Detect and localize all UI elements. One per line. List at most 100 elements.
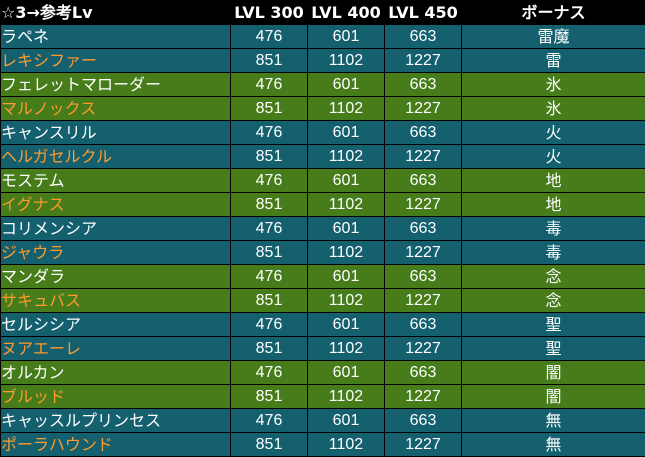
cell-bonus: 毒 — [462, 217, 645, 241]
table-title: ☆3→参考Lv — [1, 1, 231, 25]
cell-lv450: 663 — [385, 25, 462, 49]
cell-lv400: 601 — [308, 313, 385, 337]
cell-lv300: 851 — [231, 145, 308, 169]
cell-lv300: 476 — [231, 73, 308, 97]
cell-name: モステム — [1, 169, 231, 193]
cell-name: フェレットマローダー — [1, 73, 231, 97]
cell-name: サキュバス — [1, 289, 231, 313]
cell-lv450: 663 — [385, 313, 462, 337]
cell-lv450: 663 — [385, 121, 462, 145]
cell-lv450: 1227 — [385, 145, 462, 169]
cell-lv400: 601 — [308, 121, 385, 145]
cell-name: キャンスリル — [1, 121, 231, 145]
cell-bonus: 火 — [462, 121, 645, 145]
cell-bonus: 念 — [462, 265, 645, 289]
cell-bonus: 雷魔 — [462, 25, 645, 49]
cell-name: ポーラハウンド — [1, 433, 231, 457]
cell-lv450: 663 — [385, 217, 462, 241]
cell-lv400: 1102 — [308, 49, 385, 73]
cell-bonus: 毒 — [462, 241, 645, 265]
cell-lv300: 476 — [231, 313, 308, 337]
cell-lv300: 851 — [231, 241, 308, 265]
cell-lv450: 1227 — [385, 385, 462, 409]
cell-bonus: 氷 — [462, 97, 645, 121]
column-header-lv400: LVL 400 — [308, 1, 385, 25]
cell-lv450: 1227 — [385, 97, 462, 121]
cell-name: ヌアエーレ — [1, 337, 231, 361]
cell-lv300: 476 — [231, 217, 308, 241]
cell-lv450: 663 — [385, 409, 462, 433]
cell-lv400: 1102 — [308, 289, 385, 313]
cell-name: キャッスルプリンセス — [1, 409, 231, 433]
cell-lv300: 851 — [231, 193, 308, 217]
cell-lv300: 476 — [231, 169, 308, 193]
cell-lv300: 476 — [231, 265, 308, 289]
cell-lv450: 663 — [385, 169, 462, 193]
cell-lv300: 476 — [231, 121, 308, 145]
cell-lv400: 601 — [308, 217, 385, 241]
cell-bonus: 無 — [462, 433, 645, 457]
cell-lv450: 1227 — [385, 289, 462, 313]
cell-bonus: 雷 — [462, 49, 645, 73]
cell-bonus: 聖 — [462, 337, 645, 361]
cell-lv450: 663 — [385, 265, 462, 289]
cell-lv400: 1102 — [308, 337, 385, 361]
cell-lv400: 1102 — [308, 193, 385, 217]
cell-lv400: 601 — [308, 25, 385, 49]
cell-name: ラペネ — [1, 25, 231, 49]
cell-lv400: 601 — [308, 73, 385, 97]
cell-bonus: 闇 — [462, 361, 645, 385]
cell-lv400: 1102 — [308, 241, 385, 265]
cell-bonus: 氷 — [462, 73, 645, 97]
cell-lv400: 601 — [308, 361, 385, 385]
cell-name: ジャウラ — [1, 241, 231, 265]
cell-lv300: 851 — [231, 433, 308, 457]
cell-bonus: 闇 — [462, 385, 645, 409]
cell-lv300: 851 — [231, 97, 308, 121]
cell-lv400: 601 — [308, 409, 385, 433]
column-header-bonus: ボーナス — [462, 1, 645, 25]
cell-name: レキシファー — [1, 49, 231, 73]
cell-lv400: 601 — [308, 169, 385, 193]
cell-name: マルノックス — [1, 97, 231, 121]
cell-name: コリメンシア — [1, 217, 231, 241]
cell-lv450: 1227 — [385, 241, 462, 265]
cell-lv400: 1102 — [308, 385, 385, 409]
column-header-lv300: LVL 300 — [231, 1, 308, 25]
cell-bonus: 地 — [462, 193, 645, 217]
cell-lv450: 1227 — [385, 49, 462, 73]
cell-lv450: 663 — [385, 361, 462, 385]
cell-name: イグナス — [1, 193, 231, 217]
table-header-row: ☆3→参考Lv LVL 300 LVL 400 LVL 450 ボーナス — [1, 1, 645, 25]
cell-lv400: 1102 — [308, 145, 385, 169]
cell-lv450: 1227 — [385, 337, 462, 361]
cell-lv300: 851 — [231, 289, 308, 313]
cell-lv400: 1102 — [308, 97, 385, 121]
cell-lv450: 1227 — [385, 193, 462, 217]
cell-lv300: 476 — [231, 25, 308, 49]
cell-name: ブルッド — [1, 385, 231, 409]
cell-lv400: 1102 — [308, 433, 385, 457]
cell-bonus: 念 — [462, 289, 645, 313]
cell-name: セルシシア — [1, 313, 231, 337]
cell-bonus: 聖 — [462, 313, 645, 337]
cell-lv300: 851 — [231, 337, 308, 361]
